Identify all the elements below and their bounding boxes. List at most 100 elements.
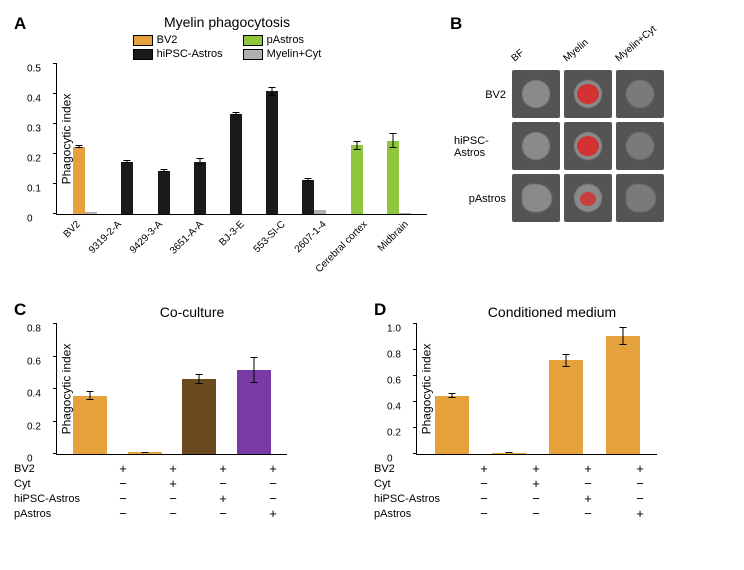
ytick-line bbox=[53, 63, 57, 64]
condition-label: Cyt bbox=[12, 478, 98, 490]
condition-value: + bbox=[198, 491, 248, 506]
condition-value: − bbox=[614, 491, 666, 506]
ytick-line bbox=[53, 213, 57, 214]
panel-b-cell bbox=[512, 122, 560, 170]
panel-b-cell bbox=[564, 174, 612, 222]
ytick-label: 0 bbox=[387, 454, 393, 465]
condition-value: − bbox=[562, 506, 614, 521]
bar bbox=[237, 370, 271, 455]
ytick-label: 0.6 bbox=[27, 356, 41, 367]
bar bbox=[606, 336, 640, 454]
ytick-label: 0.5 bbox=[27, 64, 41, 75]
condition-value: + bbox=[510, 461, 562, 476]
condition-value: − bbox=[198, 506, 248, 521]
condition-value: + bbox=[614, 506, 666, 521]
ytick-label: 0.4 bbox=[387, 402, 401, 413]
condition-value: + bbox=[614, 461, 666, 476]
ytick-label: 0.4 bbox=[27, 94, 41, 105]
panel-b: B BFMyelinMyelin+CytBV2hiPSC-AstrospAstr… bbox=[448, 12, 728, 292]
legend-item: Myelin+Cyt bbox=[243, 48, 322, 60]
condition-value: + bbox=[248, 461, 298, 476]
row-cd: C Co-culture Phagocytic index 00.20.40.6… bbox=[12, 298, 728, 558]
ytick-line bbox=[53, 356, 57, 357]
bar bbox=[121, 162, 133, 215]
condition-value: + bbox=[98, 461, 148, 476]
condition-value: − bbox=[98, 491, 148, 506]
condition-label: hiPSC-Astros bbox=[12, 493, 98, 505]
ytick-line bbox=[413, 323, 417, 324]
xtick-label: 3651-A-A bbox=[168, 219, 206, 257]
ytick-label: 0.2 bbox=[387, 428, 401, 439]
ytick-line bbox=[53, 421, 57, 422]
bar bbox=[128, 452, 162, 454]
panel-b-col-header: Myelin+Cyt bbox=[597, 13, 655, 68]
bar-cyt bbox=[85, 212, 97, 214]
panel-d-title: Conditioned medium bbox=[372, 304, 732, 320]
panel-b-row-label: hiPSC-Astros bbox=[454, 122, 510, 172]
condition-value: − bbox=[98, 476, 148, 491]
legend-swatch bbox=[133, 35, 153, 46]
condition-value: − bbox=[148, 506, 198, 521]
panel-b-row-label: pAstros bbox=[454, 174, 510, 224]
xtick-label: 553-SI-C bbox=[252, 219, 288, 255]
panel-b-label: B bbox=[450, 14, 462, 34]
panel-b-cell bbox=[564, 70, 612, 118]
bar-group bbox=[387, 141, 411, 215]
bar bbox=[158, 171, 170, 215]
panel-c: C Co-culture Phagocytic index 00.20.40.6… bbox=[12, 298, 372, 558]
condition-value: + bbox=[198, 461, 248, 476]
ytick-label: 1.0 bbox=[387, 324, 401, 335]
condition-value: − bbox=[458, 506, 510, 521]
ytick-line bbox=[53, 323, 57, 324]
bar bbox=[194, 162, 206, 215]
condition-row: Cyt−+−− bbox=[12, 476, 372, 491]
ytick-line bbox=[413, 349, 417, 350]
bar-group bbox=[266, 91, 278, 214]
ytick-line bbox=[413, 375, 417, 376]
bar bbox=[73, 147, 85, 215]
condition-row: pAstros−−−+ bbox=[372, 506, 732, 521]
ytick-line bbox=[53, 388, 57, 389]
panel-c-bars bbox=[57, 324, 287, 454]
condition-value: − bbox=[458, 491, 510, 506]
panel-d-bars bbox=[417, 324, 657, 454]
condition-value: + bbox=[562, 491, 614, 506]
condition-row: BV2++++ bbox=[12, 461, 372, 476]
bar-group bbox=[230, 114, 242, 215]
ytick-label: 0.6 bbox=[387, 376, 401, 387]
condition-label: Cyt bbox=[372, 478, 458, 490]
panel-c-conditions: BV2++++Cyt−+−−hiPSC-Astros−−+−pAstros−−−… bbox=[12, 461, 372, 521]
panel-a-chart: Phagocytic index 00.10.20.30.40.5 bbox=[56, 64, 427, 215]
panel-b-cell bbox=[564, 122, 612, 170]
ytick-label: 0.1 bbox=[27, 184, 41, 195]
condition-value: + bbox=[248, 506, 298, 521]
condition-value: − bbox=[614, 476, 666, 491]
bar-group bbox=[158, 171, 170, 215]
condition-value: − bbox=[248, 491, 298, 506]
panel-c-chart: Phagocytic index 00.20.40.60.8 bbox=[56, 324, 287, 455]
ytick-label: 0.8 bbox=[27, 324, 41, 335]
condition-value: − bbox=[148, 491, 198, 506]
bar-group bbox=[351, 145, 363, 214]
ytick-line bbox=[413, 401, 417, 402]
legend-item: BV2 bbox=[133, 34, 223, 46]
condition-row: BV2++++ bbox=[372, 461, 732, 476]
bar bbox=[492, 453, 526, 454]
ytick-line bbox=[53, 183, 57, 184]
bar bbox=[435, 396, 469, 455]
panel-a-title: Myelin phagocytosis bbox=[12, 14, 442, 30]
legend-label: hiPSC-Astros bbox=[157, 48, 223, 60]
xtick-label: Midbrain bbox=[376, 219, 411, 254]
legend-item: hiPSC-Astros bbox=[133, 48, 223, 60]
condition-value: − bbox=[198, 476, 248, 491]
legend-swatch bbox=[243, 49, 263, 60]
bar bbox=[73, 396, 107, 455]
ytick-label: 0.2 bbox=[27, 421, 41, 432]
condition-value: − bbox=[458, 476, 510, 491]
condition-row: Cyt−+−− bbox=[372, 476, 732, 491]
panel-b-cell bbox=[512, 174, 560, 222]
legend-label: Myelin+Cyt bbox=[267, 48, 322, 60]
panel-a-label: A bbox=[14, 14, 26, 34]
legend-item: pAstros bbox=[243, 34, 322, 46]
ytick-line bbox=[53, 123, 57, 124]
